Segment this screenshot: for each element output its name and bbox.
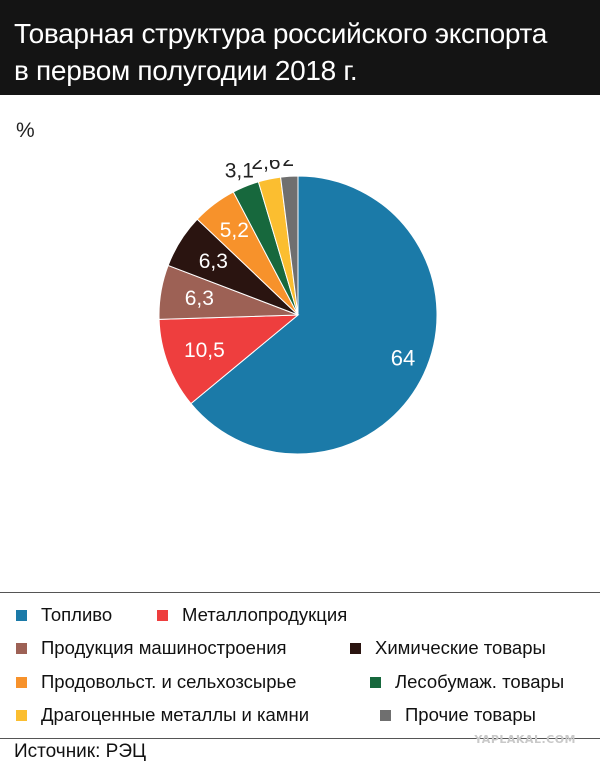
legend-label: Прочие товары <box>405 704 536 725</box>
pie-data-label: 10,5 <box>184 339 225 362</box>
legend-label: Химические товары <box>375 637 546 658</box>
chart-title-line-1: Товарная структура российского экспорта <box>14 18 548 49</box>
legend-label: Металлопродукция <box>182 604 348 625</box>
legend-divider <box>0 592 600 593</box>
watermark: YAPLAKAL.COM <box>474 733 576 746</box>
pie-data-label: 2,6 <box>251 160 280 174</box>
unit-label: % <box>16 119 35 142</box>
legend-item-metals: Металлопродукция <box>157 600 347 630</box>
pie-data-label: 6,3 <box>199 250 228 273</box>
legend-label: Топливо <box>41 604 113 625</box>
pie-slice <box>158 314 300 405</box>
pie-data-label: 5,2 <box>220 219 249 242</box>
pie-slice <box>280 175 299 316</box>
legend-item-forestry: Лесобумаж. товары <box>370 667 564 697</box>
legend-label: Лесобумаж. товары <box>395 671 565 692</box>
legend-swatch <box>350 642 361 654</box>
legend-swatch <box>16 709 27 721</box>
legend-swatch <box>16 609 27 621</box>
pie-chart: 64 10,5 6,3 6,3 5,2 3,12,62 <box>158 160 438 455</box>
pie-slice <box>190 175 438 455</box>
legend-item-food: Продовольст. и сельхозсырье <box>16 667 296 697</box>
legend-item-machinery: Продукция машиностроения <box>16 633 287 663</box>
pie-data-label: 64 <box>391 346 415 371</box>
legend-item-other: Прочие товары <box>380 700 536 730</box>
legend-label: Продукция машиностроения <box>41 637 287 658</box>
legend-label: Продовольст. и сельхозсырье <box>41 671 297 692</box>
legend: Топливо Металлопродукция Продукция машин… <box>0 600 600 735</box>
source-divider <box>0 738 600 739</box>
pie-data-label: 2 <box>282 160 294 171</box>
pie-data-label: 6,3 <box>185 287 214 310</box>
pie-labels: 64 10,5 6,3 6,3 5,2 3,12,62 <box>184 160 415 371</box>
legend-label: Драгоценные металлы и камни <box>41 704 310 725</box>
legend-swatch <box>16 676 27 688</box>
legend-swatch <box>380 709 391 721</box>
legend-item-fuel: Топливо <box>16 600 112 630</box>
pie-slices <box>158 175 438 455</box>
legend-swatch <box>157 609 168 621</box>
legend-item-precious: Драгоценные металлы и камни <box>16 700 309 730</box>
legend-swatch <box>370 676 381 688</box>
legend-swatch <box>16 642 27 654</box>
pie-data-label: 3,1 <box>225 160 254 182</box>
legend-item-chemicals: Химические товары <box>350 633 546 663</box>
chart-title-line-2: в первом полугодии 2018 г. <box>14 55 358 86</box>
chart-title: Товарная структура российского экспорта … <box>0 0 600 95</box>
source-note: Источник: РЭЦ <box>14 741 147 762</box>
